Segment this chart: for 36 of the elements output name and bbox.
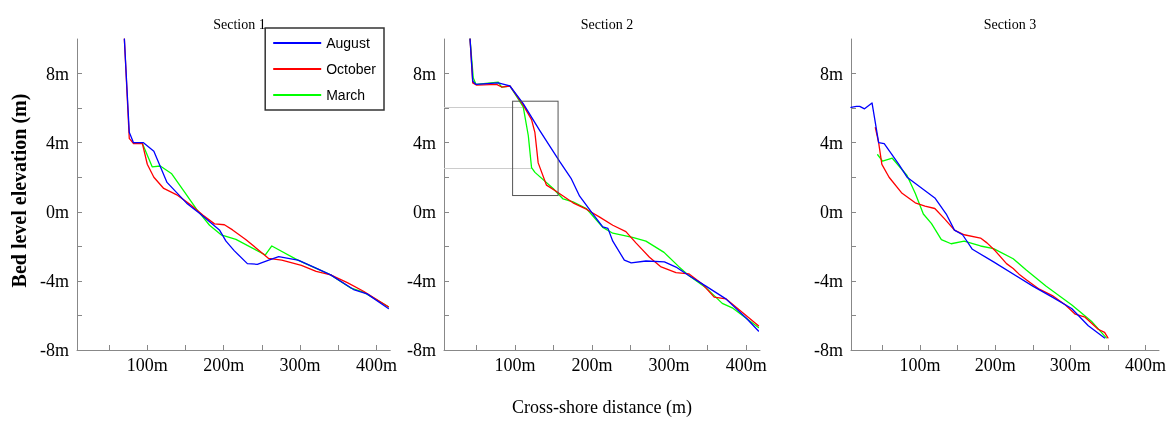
y-tick-label: -8m (407, 340, 436, 360)
y-tick-label: 8m (819, 63, 843, 84)
chart-title: Section 3 (983, 16, 1037, 32)
x-tick-label: 400m (1124, 355, 1166, 375)
y-tick-label: 4m (412, 132, 436, 153)
chart-title: Section 2 (580, 16, 634, 32)
legend-label: August (326, 35, 370, 51)
line-series (850, 102, 1106, 339)
y-tick-label: -4m (40, 270, 69, 291)
y-tick-label: 0m (45, 201, 69, 222)
x-tick-label: 200m (974, 355, 1016, 375)
chart-title: Section 1 (213, 16, 266, 32)
legend-label: October (326, 61, 377, 77)
y-tick-label: 4m (45, 132, 69, 153)
y-tick-label: -4m (407, 270, 436, 291)
y-tick-label: -8m (814, 340, 843, 360)
x-axis-title: Cross-shore distance (m) (512, 397, 692, 418)
y-tick-label: 4m (819, 132, 843, 153)
x-tick-label: 300m (279, 355, 321, 375)
y-tick-label: -4m (814, 270, 843, 291)
y-tick-label: 0m (819, 201, 843, 222)
x-tick-label: 100m (494, 355, 536, 375)
x-tick-label: 400m (725, 355, 767, 375)
legend-label: March (326, 87, 366, 103)
x-tick-label: 200m (203, 355, 245, 375)
y-axis-title: Bed level elevation (m) (8, 93, 32, 288)
y-tick-label: -8m (40, 340, 69, 360)
x-tick-label: 100m (126, 355, 168, 375)
y-tick-label: 8m (412, 63, 436, 84)
x-tick-label: 300m (1049, 355, 1091, 375)
x-tick-label: 200m (571, 355, 613, 375)
y-tick-label: 8m (45, 63, 69, 84)
y-tick-label: 0m (412, 201, 436, 222)
x-tick-label: 400m (355, 355, 398, 375)
x-tick-label: 300m (648, 355, 690, 375)
x-tick-label: 100m (899, 355, 941, 375)
